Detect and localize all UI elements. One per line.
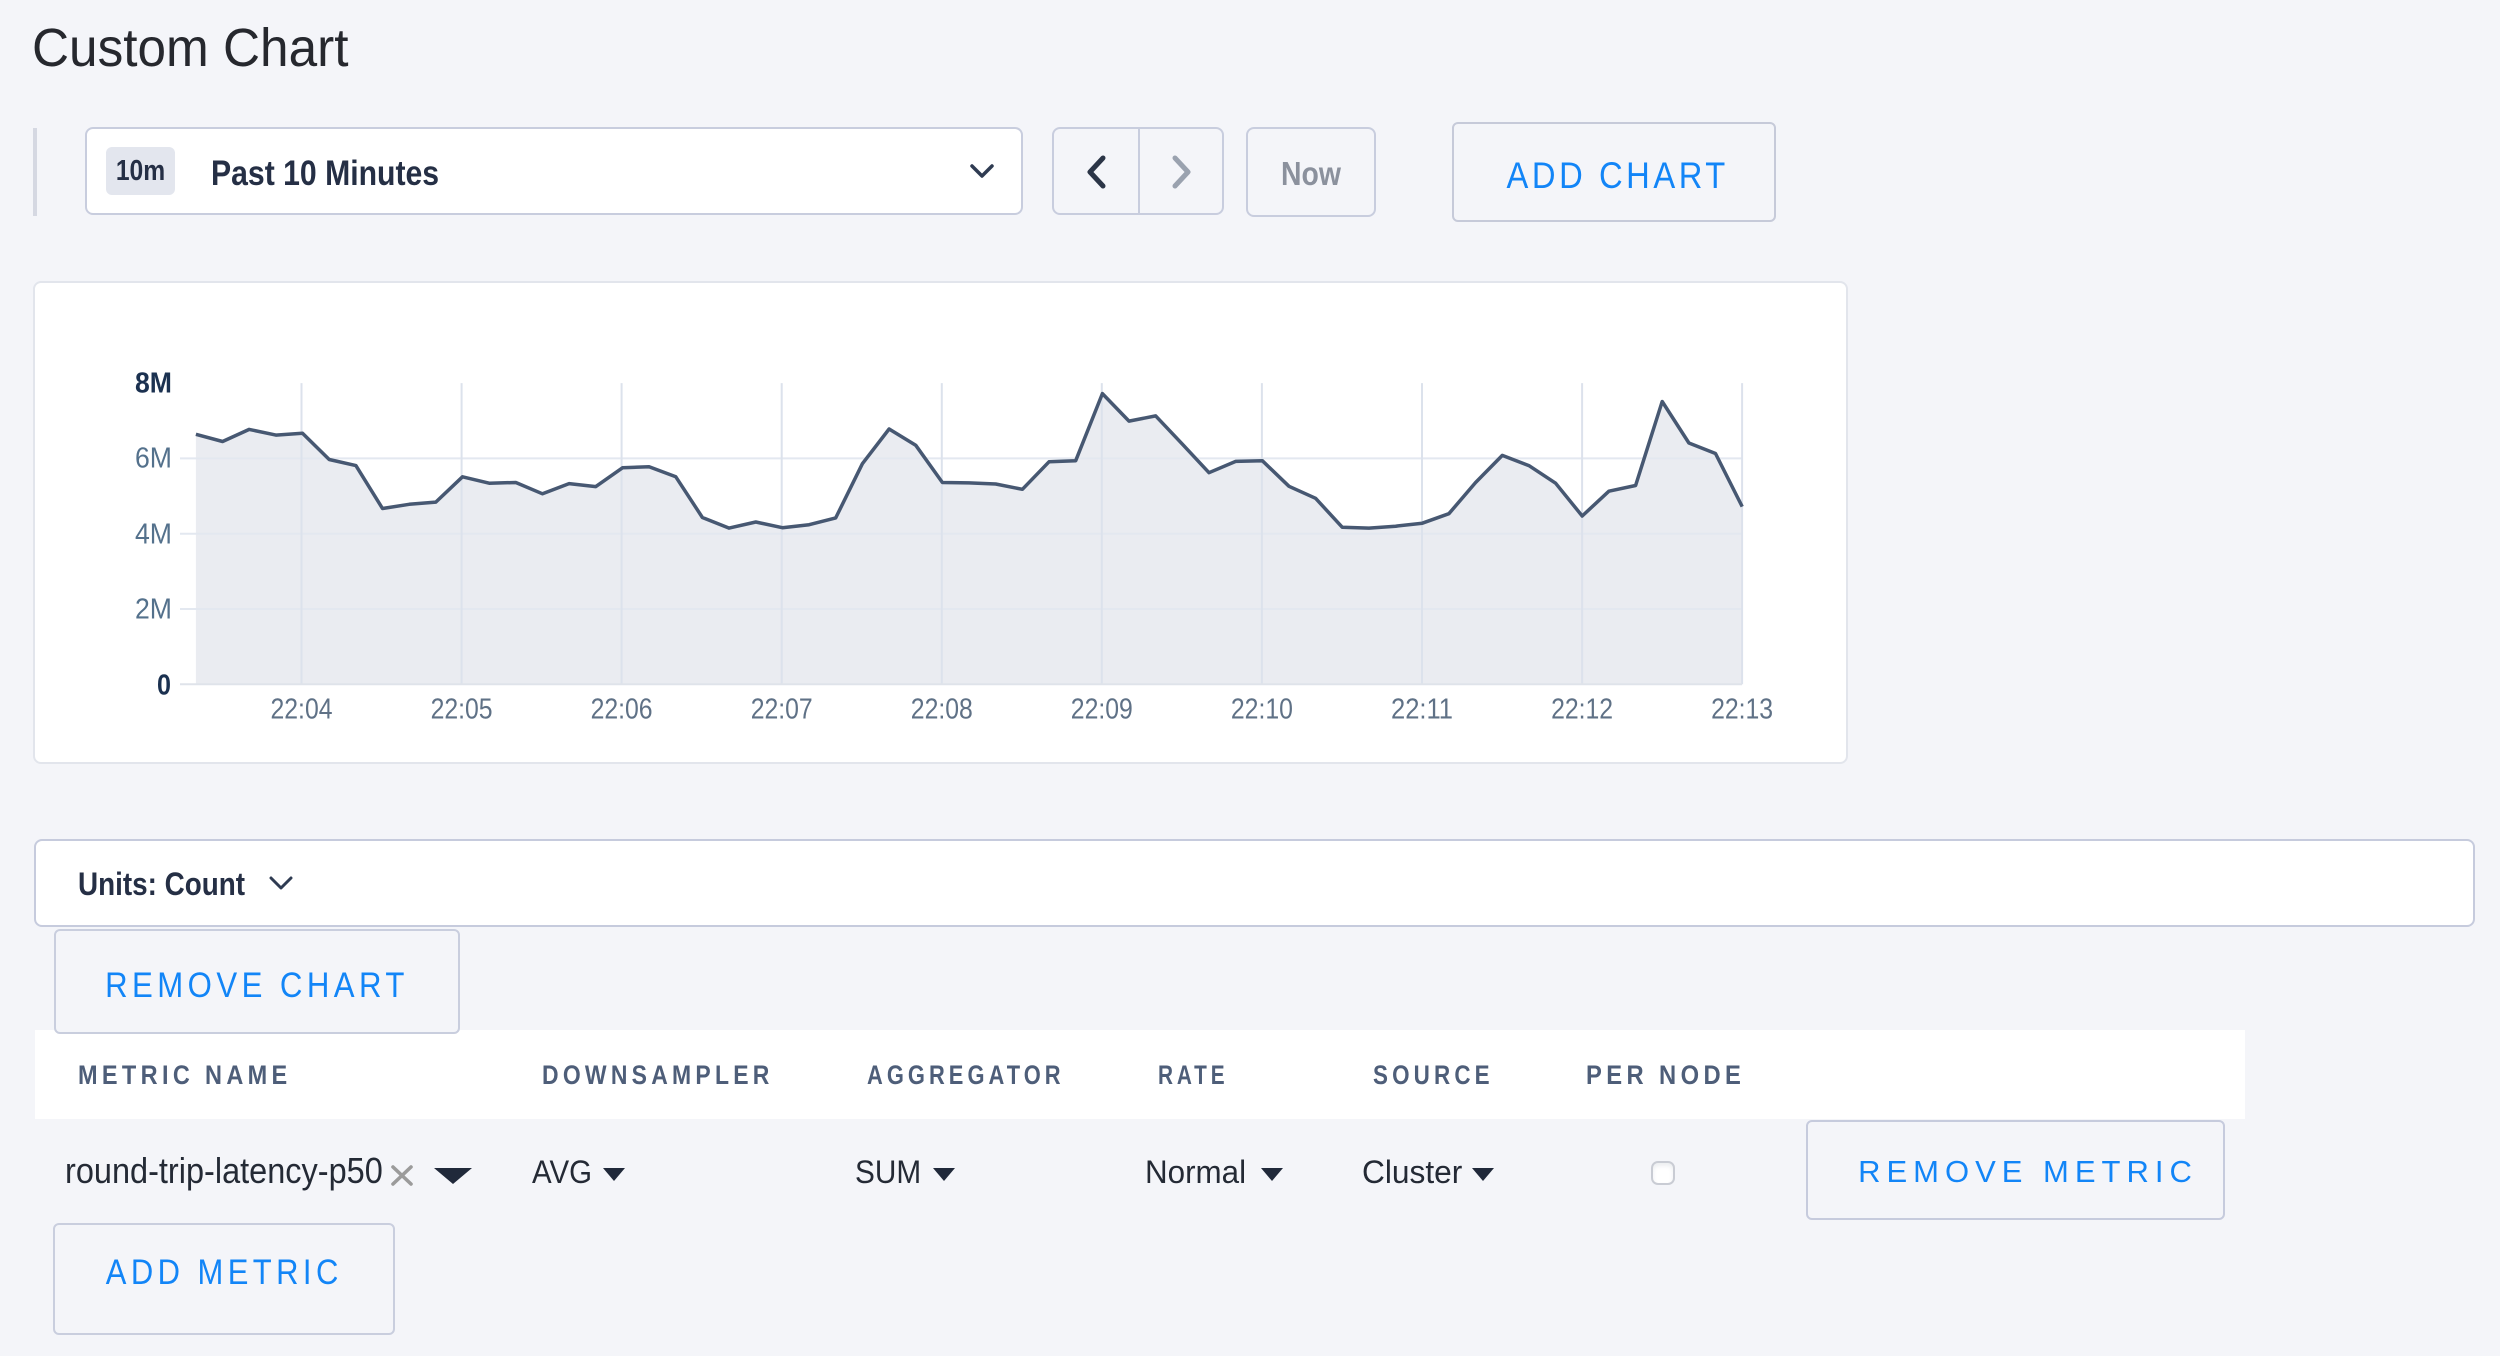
svg-text:4M: 4M [135, 518, 172, 550]
svg-text:22:12: 22:12 [1551, 693, 1613, 725]
svg-text:22:09: 22:09 [1071, 693, 1133, 725]
svg-text:22:10: 22:10 [1231, 693, 1293, 725]
svg-text:22:13: 22:13 [1711, 693, 1773, 725]
svg-text:22:05: 22:05 [431, 693, 493, 725]
svg-text:6M: 6M [135, 442, 172, 474]
svg-text:0: 0 [157, 669, 171, 701]
svg-text:22:04: 22:04 [271, 693, 333, 725]
svg-text:8M: 8M [135, 367, 172, 399]
svg-text:22:06: 22:06 [591, 693, 653, 725]
svg-text:22:07: 22:07 [751, 693, 813, 725]
svg-text:22:11: 22:11 [1391, 693, 1453, 725]
svg-text:22:08: 22:08 [911, 693, 973, 725]
svg-text:2M: 2M [135, 593, 172, 625]
